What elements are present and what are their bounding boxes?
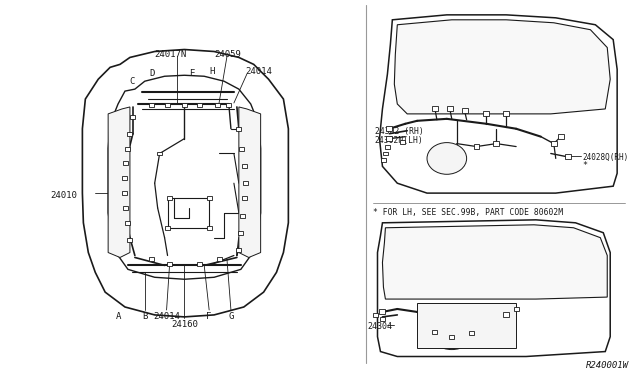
Bar bbox=[432, 106, 438, 111]
Bar bbox=[167, 262, 172, 266]
Text: 24014: 24014 bbox=[246, 67, 273, 76]
Polygon shape bbox=[394, 20, 610, 114]
Bar bbox=[124, 206, 129, 210]
Text: H: H bbox=[209, 67, 215, 76]
Bar bbox=[503, 111, 509, 116]
Bar bbox=[122, 176, 127, 180]
Bar bbox=[447, 106, 452, 111]
Bar bbox=[551, 141, 557, 146]
Polygon shape bbox=[380, 15, 617, 193]
Bar bbox=[238, 231, 243, 235]
Text: 24304: 24304 bbox=[367, 322, 392, 331]
Bar bbox=[469, 331, 474, 335]
Bar bbox=[157, 151, 162, 155]
Bar bbox=[381, 158, 386, 163]
Ellipse shape bbox=[431, 320, 472, 350]
Text: D: D bbox=[149, 69, 154, 78]
Bar bbox=[165, 226, 170, 230]
Text: 24010: 24010 bbox=[51, 191, 77, 200]
Text: 24302 (RH): 24302 (RH) bbox=[374, 127, 423, 136]
Text: G: G bbox=[228, 312, 234, 321]
Bar bbox=[236, 248, 241, 251]
Bar bbox=[461, 108, 468, 113]
Bar bbox=[493, 141, 499, 146]
Bar bbox=[165, 103, 170, 107]
Text: *: * bbox=[582, 161, 588, 170]
Bar bbox=[125, 147, 131, 151]
Bar bbox=[564, 154, 571, 159]
Bar bbox=[125, 221, 131, 225]
Bar bbox=[483, 111, 490, 116]
Bar bbox=[385, 145, 390, 148]
Bar bbox=[503, 312, 509, 317]
Text: F: F bbox=[207, 312, 212, 321]
Ellipse shape bbox=[427, 142, 467, 174]
Bar bbox=[214, 103, 220, 107]
Text: B: B bbox=[142, 312, 147, 321]
Text: C: C bbox=[129, 77, 134, 86]
Bar bbox=[383, 151, 388, 155]
Bar bbox=[124, 161, 129, 166]
Bar bbox=[127, 132, 132, 136]
Text: 24302N(LH): 24302N(LH) bbox=[374, 136, 423, 145]
Polygon shape bbox=[108, 107, 130, 257]
Bar bbox=[239, 147, 244, 151]
Bar bbox=[149, 257, 154, 262]
Text: 24059: 24059 bbox=[214, 49, 241, 58]
Bar bbox=[236, 127, 241, 131]
Polygon shape bbox=[239, 107, 260, 257]
Bar bbox=[127, 238, 132, 242]
Bar bbox=[373, 313, 378, 317]
Bar bbox=[387, 136, 392, 141]
Text: R240001W: R240001W bbox=[586, 362, 628, 371]
Bar bbox=[417, 303, 516, 347]
Text: 24017N: 24017N bbox=[155, 49, 187, 58]
Text: 24014: 24014 bbox=[153, 312, 180, 321]
Bar bbox=[449, 335, 454, 339]
Bar bbox=[380, 317, 385, 321]
Bar bbox=[182, 103, 187, 107]
Bar bbox=[380, 310, 385, 314]
Bar bbox=[400, 140, 404, 144]
Bar bbox=[216, 257, 221, 262]
Text: 24160: 24160 bbox=[171, 320, 198, 329]
Text: * FOR LH, SEE SEC.99B, PART CODE 80602M: * FOR LH, SEE SEC.99B, PART CODE 80602M bbox=[372, 208, 563, 217]
Polygon shape bbox=[378, 220, 610, 356]
Bar bbox=[227, 103, 232, 107]
Polygon shape bbox=[108, 75, 260, 279]
Text: 24028Q(RH): 24028Q(RH) bbox=[582, 153, 628, 161]
Bar bbox=[557, 134, 564, 139]
Bar bbox=[131, 115, 136, 119]
Polygon shape bbox=[83, 49, 289, 317]
Bar bbox=[243, 164, 247, 169]
Bar bbox=[433, 330, 437, 334]
Polygon shape bbox=[383, 225, 607, 299]
Bar bbox=[196, 103, 202, 107]
Text: E: E bbox=[189, 69, 195, 78]
Bar bbox=[243, 196, 247, 200]
Bar bbox=[387, 126, 392, 131]
Bar bbox=[167, 196, 172, 200]
Text: A: A bbox=[115, 312, 121, 321]
Bar bbox=[241, 214, 245, 218]
Bar bbox=[207, 196, 212, 200]
Bar bbox=[196, 262, 202, 266]
Bar bbox=[207, 226, 212, 230]
Bar bbox=[474, 144, 479, 149]
Bar bbox=[243, 181, 248, 185]
Bar bbox=[149, 103, 154, 107]
Bar bbox=[514, 307, 518, 311]
Bar bbox=[122, 191, 127, 195]
